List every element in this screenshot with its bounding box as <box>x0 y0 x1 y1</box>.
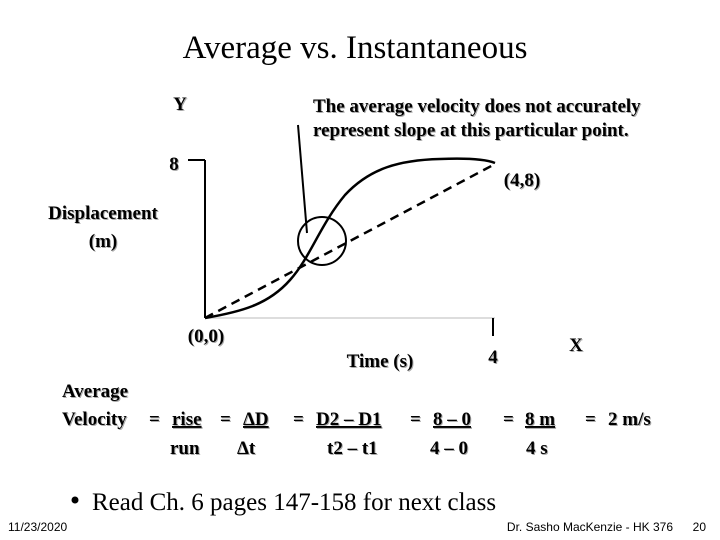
equals: = <box>503 409 514 430</box>
formula-lead: Average <box>62 381 128 402</box>
numerator: rise <box>172 409 202 430</box>
callout-text: The average velocity does not accurately <box>313 96 641 117</box>
y-title: (m) <box>89 231 117 252</box>
denominator: 4 – 0 <box>430 438 468 459</box>
denominator: Δt <box>237 438 256 459</box>
numerator: ΔD <box>243 409 269 430</box>
equals: = <box>410 409 421 430</box>
y-title: Displacement <box>48 203 158 224</box>
denominator: 4 s <box>526 438 548 459</box>
average-line <box>204 162 496 320</box>
formula-lead: Velocity <box>62 409 127 430</box>
displacement-curve <box>204 157 496 320</box>
numerator: 8 – 0 <box>433 409 471 430</box>
slide-title: Average vs. Instantaneous <box>183 30 528 66</box>
equals: = <box>149 409 160 430</box>
numerator: 8 m <box>525 409 555 430</box>
equals: = <box>220 409 231 430</box>
footer-author: Dr. Sasho MacKenzie - HK 376 <box>507 520 673 534</box>
origin-label: (0,0) <box>188 326 224 347</box>
y-tick-label: 8 <box>169 154 179 175</box>
bullet-text: Read Ch. 6 pages 147-158 for next class <box>92 489 496 516</box>
footer-page: 20 <box>693 520 707 534</box>
x-tick-label: 4 <box>488 347 498 368</box>
denominator: run <box>170 438 200 459</box>
highlight-circle <box>297 216 347 266</box>
x-label: X <box>569 335 583 356</box>
result: 2 m/s <box>608 409 651 430</box>
endpoint-label: (4,8) <box>504 170 540 191</box>
equals: = <box>293 409 304 430</box>
y-label: Y <box>173 94 187 115</box>
formula: Average Velocity = rise = ΔD = D2 – D1 =… <box>62 381 651 459</box>
numerator: D2 – D1 <box>316 409 381 430</box>
footer-date: 11/23/2020 <box>8 520 67 534</box>
bullet-dot <box>71 496 79 504</box>
callout-line <box>297 124 308 234</box>
x-title: Time (s) <box>347 351 414 372</box>
callout-text: represent slope at this particular point… <box>313 120 629 141</box>
equals: = <box>585 409 596 430</box>
graph <box>188 124 496 336</box>
denominator: t2 – t1 <box>327 438 378 459</box>
